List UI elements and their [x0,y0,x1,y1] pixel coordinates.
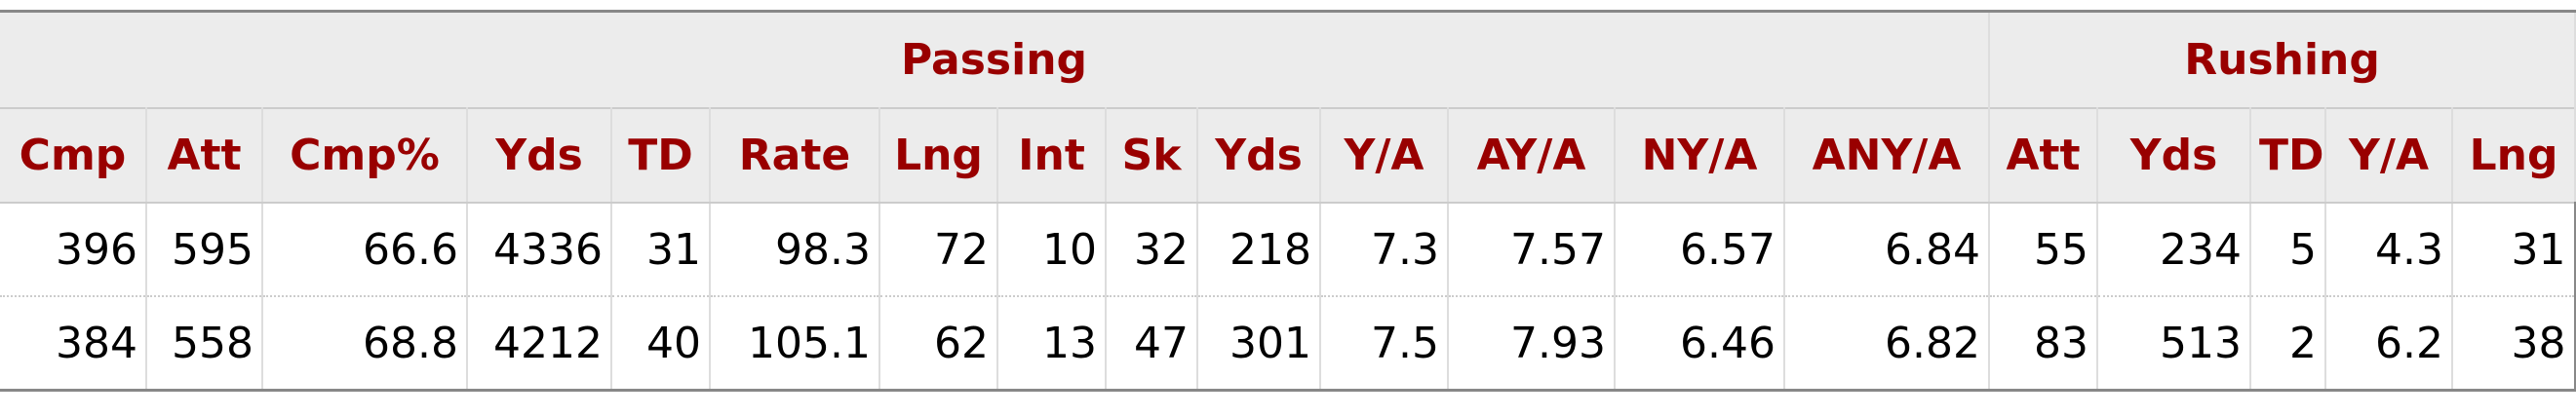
data-cell: 6.57 [1615,203,1785,297]
data-cell: 38 [2452,296,2576,392]
data-cell: 218 [1197,203,1321,297]
data-cell: 31 [611,203,711,297]
data-cell: 83 [1989,296,2099,392]
data-cell: 4.3 [2325,203,2454,297]
data-cell: 7.57 [1448,203,1616,297]
column-header[interactable]: NY/A [1615,107,1785,204]
data-cell: 98.3 [710,203,880,297]
data-cell: 6.82 [1784,296,1991,392]
group-header: Passing [0,10,1991,108]
column-header[interactable]: Yds [2097,107,2252,204]
data-cell: 40 [611,296,711,392]
data-row: 384 558 68.8 4212 40 105.1 62 13 47 301 7.5 7.93 6.4… [0,296,2576,392]
data-cell: 5 [2250,203,2327,297]
column-header[interactable]: AY/A [1448,107,1616,204]
data-cell: 234 [2097,203,2252,297]
data-cell: 396 [0,203,147,297]
data-cell: 105.1 [710,296,880,392]
column-header[interactable]: TD [611,107,711,204]
data-cell: 2 [2250,296,2327,392]
column-header[interactable]: Lng [879,107,998,204]
data-cell: 62 [879,296,998,392]
data-cell: 4336 [467,203,612,297]
column-header[interactable]: Yds [1197,107,1321,204]
column-header[interactable]: ANY/A [1784,107,1991,204]
column-header[interactable]: Y/A [2325,107,2454,204]
column-header[interactable]: Rate [710,107,880,204]
group-header-row: Passing Rushing [0,10,2576,108]
data-cell: 31 [2452,203,2576,297]
data-cell: 384 [0,296,147,392]
data-cell: 47 [1106,296,1198,392]
column-header[interactable]: Lng [2452,107,2576,204]
data-cell: 558 [146,296,263,392]
data-cell: 6.46 [1615,296,1785,392]
data-cell: 72 [879,203,998,297]
column-header[interactable]: Att [1989,107,2099,204]
column-header-row: Cmp Att Cmp% Yds TD Rate Lng Int Sk Yds Y/A AY/A NY/… [0,107,2576,204]
data-cell: 68.8 [262,296,468,392]
column-header[interactable]: Y/A [1320,107,1449,204]
data-cell: 7.93 [1448,296,1616,392]
column-header[interactable]: Int [997,107,1107,204]
column-header[interactable]: Sk [1106,107,1198,204]
column-header[interactable]: Yds [467,107,612,204]
data-cell: 7.3 [1320,203,1449,297]
data-cell: 7.5 [1320,296,1449,392]
data-cell: 6.84 [1784,203,1991,297]
data-cell: 301 [1197,296,1321,392]
data-cell: 595 [146,203,263,297]
data-cell: 6.2 [2325,296,2454,392]
column-header[interactable]: Att [146,107,263,204]
column-header[interactable]: TD [2250,107,2327,204]
data-cell: 10 [997,203,1107,297]
data-cell: 32 [1106,203,1198,297]
column-header[interactable]: Cmp [0,107,147,204]
data-row: 396 595 66.6 4336 31 98.3 72 10 32 218 7.3 7.57 6.57… [0,203,2576,297]
data-cell: 66.6 [262,203,468,297]
stats-table: Passing Rushing Cmp Att Cmp% Yds TD Rate Lng Int… [0,10,2576,392]
data-cell: 513 [2097,296,2252,392]
data-cell: 4212 [467,296,612,392]
stats-table-wrapper: Passing Rushing Cmp Att Cmp% Yds TD Rate Lng Int… [0,10,2576,392]
data-cell: 13 [997,296,1107,392]
column-header[interactable]: Cmp% [262,107,468,204]
data-cell: 55 [1989,203,2099,297]
group-header: Rushing [1989,10,2576,108]
table-body: 396 595 66.6 4336 31 98.3 72 10 32 218 7.3 7.57 6.57… [0,203,2576,392]
